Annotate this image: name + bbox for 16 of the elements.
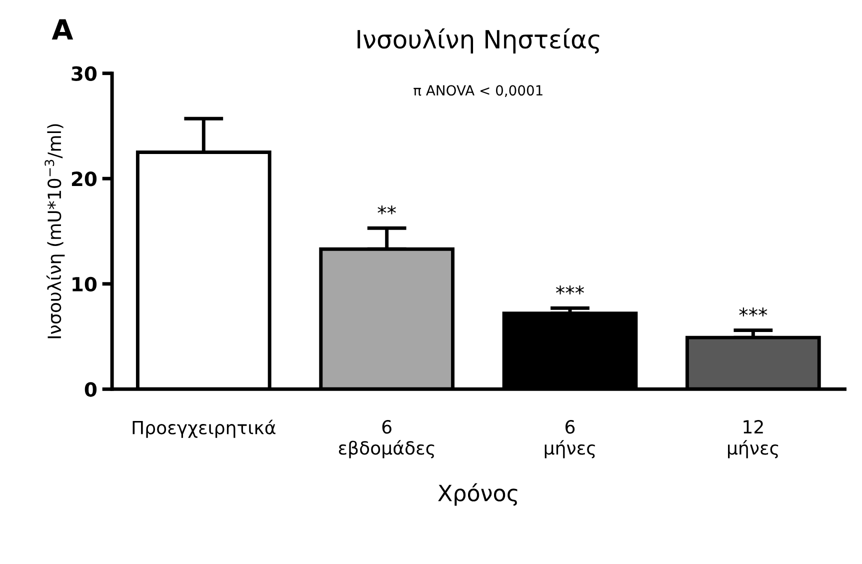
y-tick-label: 0: [84, 382, 97, 397]
x-tick-label: 6 εβδομάδες: [338, 420, 434, 458]
annotation: **: [378, 205, 396, 214]
x-tick-label: Προεγχειρητικά: [132, 420, 276, 438]
y-tick-label: 10: [72, 276, 97, 292]
annotation: ***: [556, 285, 584, 294]
y-tick-label: 20: [72, 172, 97, 186]
x-tick-label: 6 μήνες: [544, 420, 595, 458]
annotation: π ANOVA < 0,0001: [414, 85, 542, 98]
x-tick-label: 12 μήνες: [728, 420, 778, 458]
text: A: [52, 19, 74, 40]
y-axis-title: Ινσουλίνη (mU*10$^{−3}$/ml): [44, 124, 65, 338]
y-tick-label: 30: [72, 66, 97, 81]
x-axis-title: Χρόνος: [438, 483, 518, 506]
annotation: ***: [739, 308, 768, 316]
chart-title: Ινσουλίνη Νηστείας: [358, 28, 600, 54]
